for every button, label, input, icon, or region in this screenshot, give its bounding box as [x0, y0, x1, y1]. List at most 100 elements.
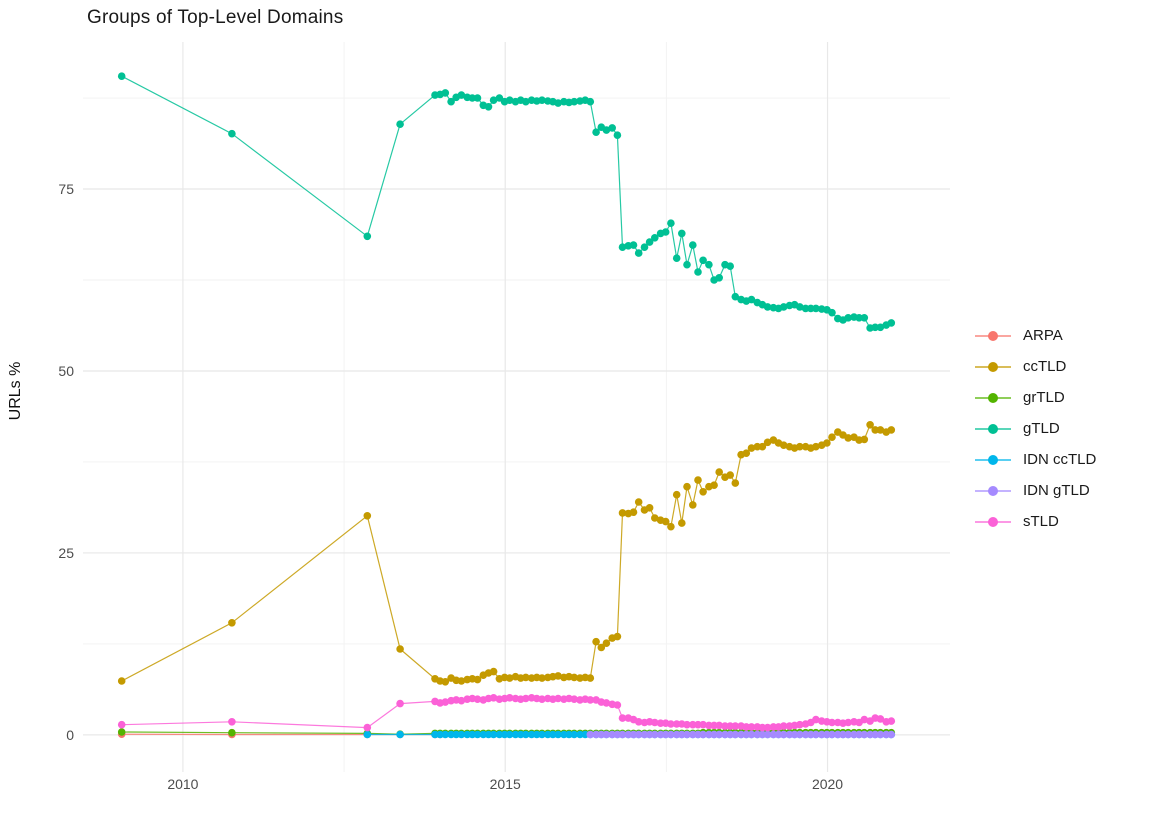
legend-label: gTLD	[1023, 420, 1060, 437]
data-point	[363, 723, 372, 732]
data-point	[396, 699, 404, 708]
data-point	[505, 674, 514, 682]
data-point	[828, 718, 836, 727]
data-point	[396, 120, 404, 128]
legend-item-idn-gtld: IDN gTLD	[975, 475, 1096, 506]
data-point	[705, 730, 713, 739]
data-point	[715, 274, 723, 282]
data-point	[731, 730, 740, 739]
data-point	[228, 619, 236, 627]
data-point	[441, 89, 450, 97]
data-point	[447, 97, 455, 106]
data-point	[634, 730, 643, 739]
data-point	[228, 718, 236, 726]
data-point	[489, 667, 498, 676]
data-point	[699, 256, 707, 265]
data-point	[758, 723, 767, 732]
legend-label: IDN gTLD	[1023, 482, 1090, 499]
data-point	[699, 720, 707, 729]
x-tick-label: 2020	[811, 776, 844, 792]
data-point	[549, 730, 557, 739]
gridlines	[83, 42, 950, 772]
data-point	[694, 268, 702, 276]
legend-label: IDN ccTLD	[1023, 451, 1097, 468]
data-point	[117, 72, 126, 80]
data-point	[117, 677, 126, 685]
series-idn-gtld	[586, 730, 896, 739]
data-point	[479, 730, 488, 739]
data-point	[489, 694, 498, 702]
data-point	[586, 674, 595, 682]
data-point	[613, 632, 622, 641]
data-point	[667, 522, 675, 531]
data-point	[871, 323, 879, 332]
series-cctld	[117, 421, 896, 686]
data-point	[570, 695, 578, 703]
data-point	[396, 730, 404, 739]
legend-key-icon	[975, 422, 1011, 436]
x-tick-label: 2010	[167, 776, 199, 792]
data-point	[689, 730, 697, 739]
data-point	[645, 504, 654, 512]
data-point	[634, 249, 643, 257]
data-point	[866, 421, 874, 429]
data-point	[737, 730, 745, 739]
data-point	[457, 730, 466, 739]
data-point	[747, 730, 756, 739]
data-point	[363, 730, 372, 739]
legend-key-icon	[975, 360, 1011, 374]
data-point	[576, 730, 584, 739]
data-point	[828, 433, 836, 442]
data-point	[629, 508, 638, 516]
legend-label: ccTLD	[1023, 358, 1067, 375]
data-point	[747, 444, 756, 452]
data-point	[839, 730, 847, 739]
data-point	[489, 96, 498, 104]
y-tick-label: 0	[66, 726, 74, 743]
data-point	[441, 678, 450, 686]
data-point	[651, 718, 659, 727]
data-point	[801, 304, 810, 313]
series-stld	[117, 694, 896, 732]
legend-label: ARPA	[1023, 327, 1063, 344]
data-point	[441, 698, 450, 706]
data-point	[661, 228, 670, 236]
data-point	[505, 694, 514, 702]
data-point	[511, 730, 520, 739]
data-point	[796, 730, 804, 739]
data-point	[758, 442, 767, 451]
data-point	[554, 694, 562, 703]
data-point	[796, 303, 804, 311]
legend-item-cctld: ccTLD	[975, 351, 1096, 382]
data-point	[726, 262, 734, 271]
data-point	[468, 94, 477, 102]
data-point	[742, 730, 751, 739]
data-point	[618, 730, 627, 739]
data-point	[624, 730, 633, 739]
data-point	[522, 673, 530, 682]
data-point	[790, 730, 799, 739]
legend-item-arpa: ARPA	[975, 320, 1096, 351]
data-point	[457, 696, 466, 705]
data-point	[683, 730, 691, 739]
data-point	[779, 722, 788, 730]
data-point	[855, 730, 863, 739]
data-point	[538, 674, 546, 682]
data-point	[473, 730, 482, 739]
data-point	[592, 637, 600, 646]
data-point	[742, 449, 751, 458]
data-point	[731, 292, 740, 301]
data-point	[774, 730, 783, 739]
data-point	[505, 730, 514, 739]
series-line	[121, 697, 892, 729]
data-point	[468, 730, 477, 739]
data-point	[860, 730, 869, 739]
legend-key-icon	[975, 515, 1011, 529]
data-point	[473, 675, 482, 684]
data-point	[661, 517, 670, 526]
data-point	[812, 730, 820, 739]
data-point	[689, 501, 697, 509]
data-point	[527, 730, 536, 739]
data-point	[801, 730, 810, 739]
